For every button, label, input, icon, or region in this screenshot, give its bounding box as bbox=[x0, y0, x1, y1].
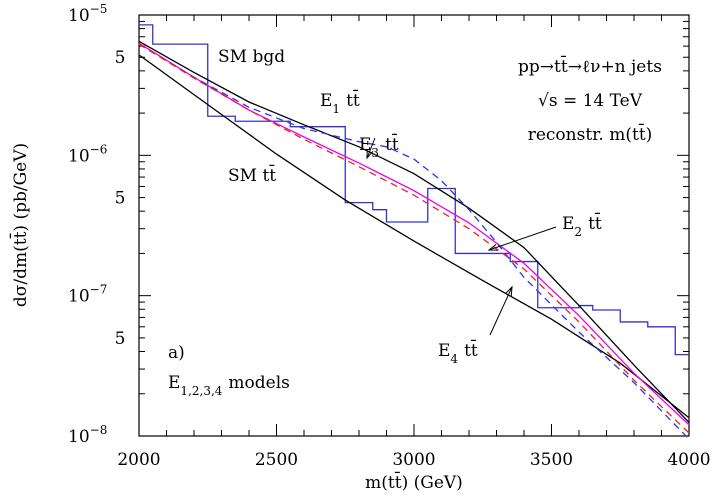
panel-label: a) bbox=[168, 343, 185, 363]
y-tick-label: 5 bbox=[115, 48, 126, 68]
series-line-3 bbox=[138, 42, 690, 426]
x-tick-label: 2500 bbox=[255, 450, 298, 470]
arrow-head bbox=[366, 148, 374, 160]
y-tick-label: 10−8 bbox=[68, 423, 107, 447]
y-tick-label: 10−5 bbox=[68, 2, 107, 26]
annotation-arrow bbox=[488, 226, 557, 251]
labels-layer: 2000 2500 3000 3500 4000 10−5 10−6 10−7 10−8 5 5 5 m… bbox=[8, 2, 710, 493]
process-label: pp→tt̄→ℓν+n jets bbox=[518, 54, 662, 77]
annotation-label: E2 tt̄ bbox=[562, 211, 602, 239]
arrow-head bbox=[505, 285, 513, 297]
x-tick-label: 2000 bbox=[117, 450, 160, 470]
series-line-4 bbox=[138, 43, 690, 440]
x-tick-label: 3000 bbox=[392, 450, 435, 470]
series-line-0 bbox=[139, 24, 689, 356]
ticks-layer bbox=[138, 14, 690, 437]
annotation-arrow bbox=[489, 286, 513, 336]
plot-frame bbox=[138, 14, 690, 437]
series-layer bbox=[138, 24, 690, 440]
models-label: E1,2,3,4 models bbox=[168, 373, 290, 398]
x-tick-label: 4000 bbox=[667, 450, 710, 470]
y-tick-label: 10−6 bbox=[68, 142, 107, 166]
annotation-label: E1 tt̄ bbox=[320, 88, 360, 116]
y-tick-label: 10−7 bbox=[68, 283, 107, 307]
arrow-head bbox=[487, 243, 499, 251]
annotation-label: SM tt̄ bbox=[228, 163, 276, 186]
y-tick-label: 5 bbox=[115, 329, 126, 349]
x-tick-label: 3500 bbox=[530, 450, 573, 470]
x-axis-label: m(tt̄) (GeV) bbox=[365, 470, 463, 493]
reconstruction-label: reconstr. m(tt̄) bbox=[528, 122, 653, 145]
series-line-2 bbox=[138, 40, 690, 423]
annotation-label: SM bgd bbox=[218, 47, 285, 67]
y-tick-label: 5 bbox=[115, 189, 126, 209]
energy-label: √s = 14 TeV bbox=[538, 91, 643, 111]
annotation-arrow bbox=[366, 137, 376, 159]
y-axis-label: dσ/dm(tt̄) (pb/GeV) bbox=[8, 143, 31, 307]
annotation-label: E4 tt̄ bbox=[438, 338, 478, 366]
series-line-5 bbox=[138, 43, 690, 434]
annotation-label: E3 tt̄ bbox=[359, 132, 399, 160]
